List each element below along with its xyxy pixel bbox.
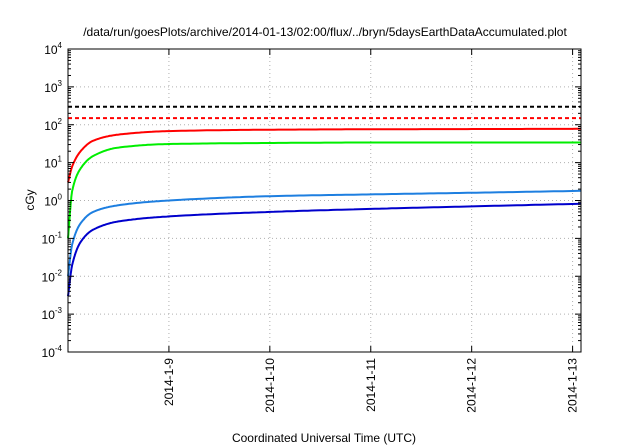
grid-lines bbox=[68, 49, 581, 352]
y-tick-label: 103 bbox=[44, 79, 62, 95]
series-line-2 bbox=[67, 141, 581, 239]
x-tick-label: 2014-1-11 bbox=[364, 358, 378, 412]
y-tick-label: 10-1 bbox=[42, 230, 63, 246]
y-tick-label: 100 bbox=[44, 193, 62, 209]
series-line-3 bbox=[67, 189, 582, 277]
x-tick-label: 2014-1-12 bbox=[465, 358, 479, 413]
y-tick-label: 10-3 bbox=[42, 306, 63, 322]
y-tick-label: 102 bbox=[44, 117, 62, 133]
y-tick-labels: 10-4 10-3 10-2 10-1 100 101 102 103 104 bbox=[42, 41, 63, 360]
x-tick-label: 2014-1-9 bbox=[162, 358, 176, 406]
x-axis-label: Coordinated Universal Time (UTC) bbox=[232, 431, 416, 445]
series-line-1 bbox=[67, 127, 581, 183]
y-tick-label: 10-2 bbox=[42, 268, 63, 284]
y-tick-label: 104 bbox=[44, 41, 62, 57]
y-axis-label: cGy bbox=[23, 189, 37, 210]
x-tick-labels: 2014-1-9 2014-1-10 2014-1-11 2014-1-12 2014-… bbox=[162, 358, 580, 413]
x-tick-label: 2014-1-13 bbox=[566, 358, 580, 413]
series-line-4 bbox=[67, 202, 582, 297]
series-layer bbox=[67, 105, 582, 297]
y-tick-label: 101 bbox=[44, 155, 62, 171]
x-tick-label: 2014-1-10 bbox=[263, 358, 277, 413]
chart-title: /data/run/goesPlots/archive/2014-01-13/0… bbox=[83, 25, 567, 39]
y-tick-label: 10-4 bbox=[42, 344, 63, 360]
axis-ticks bbox=[68, 48, 581, 353]
